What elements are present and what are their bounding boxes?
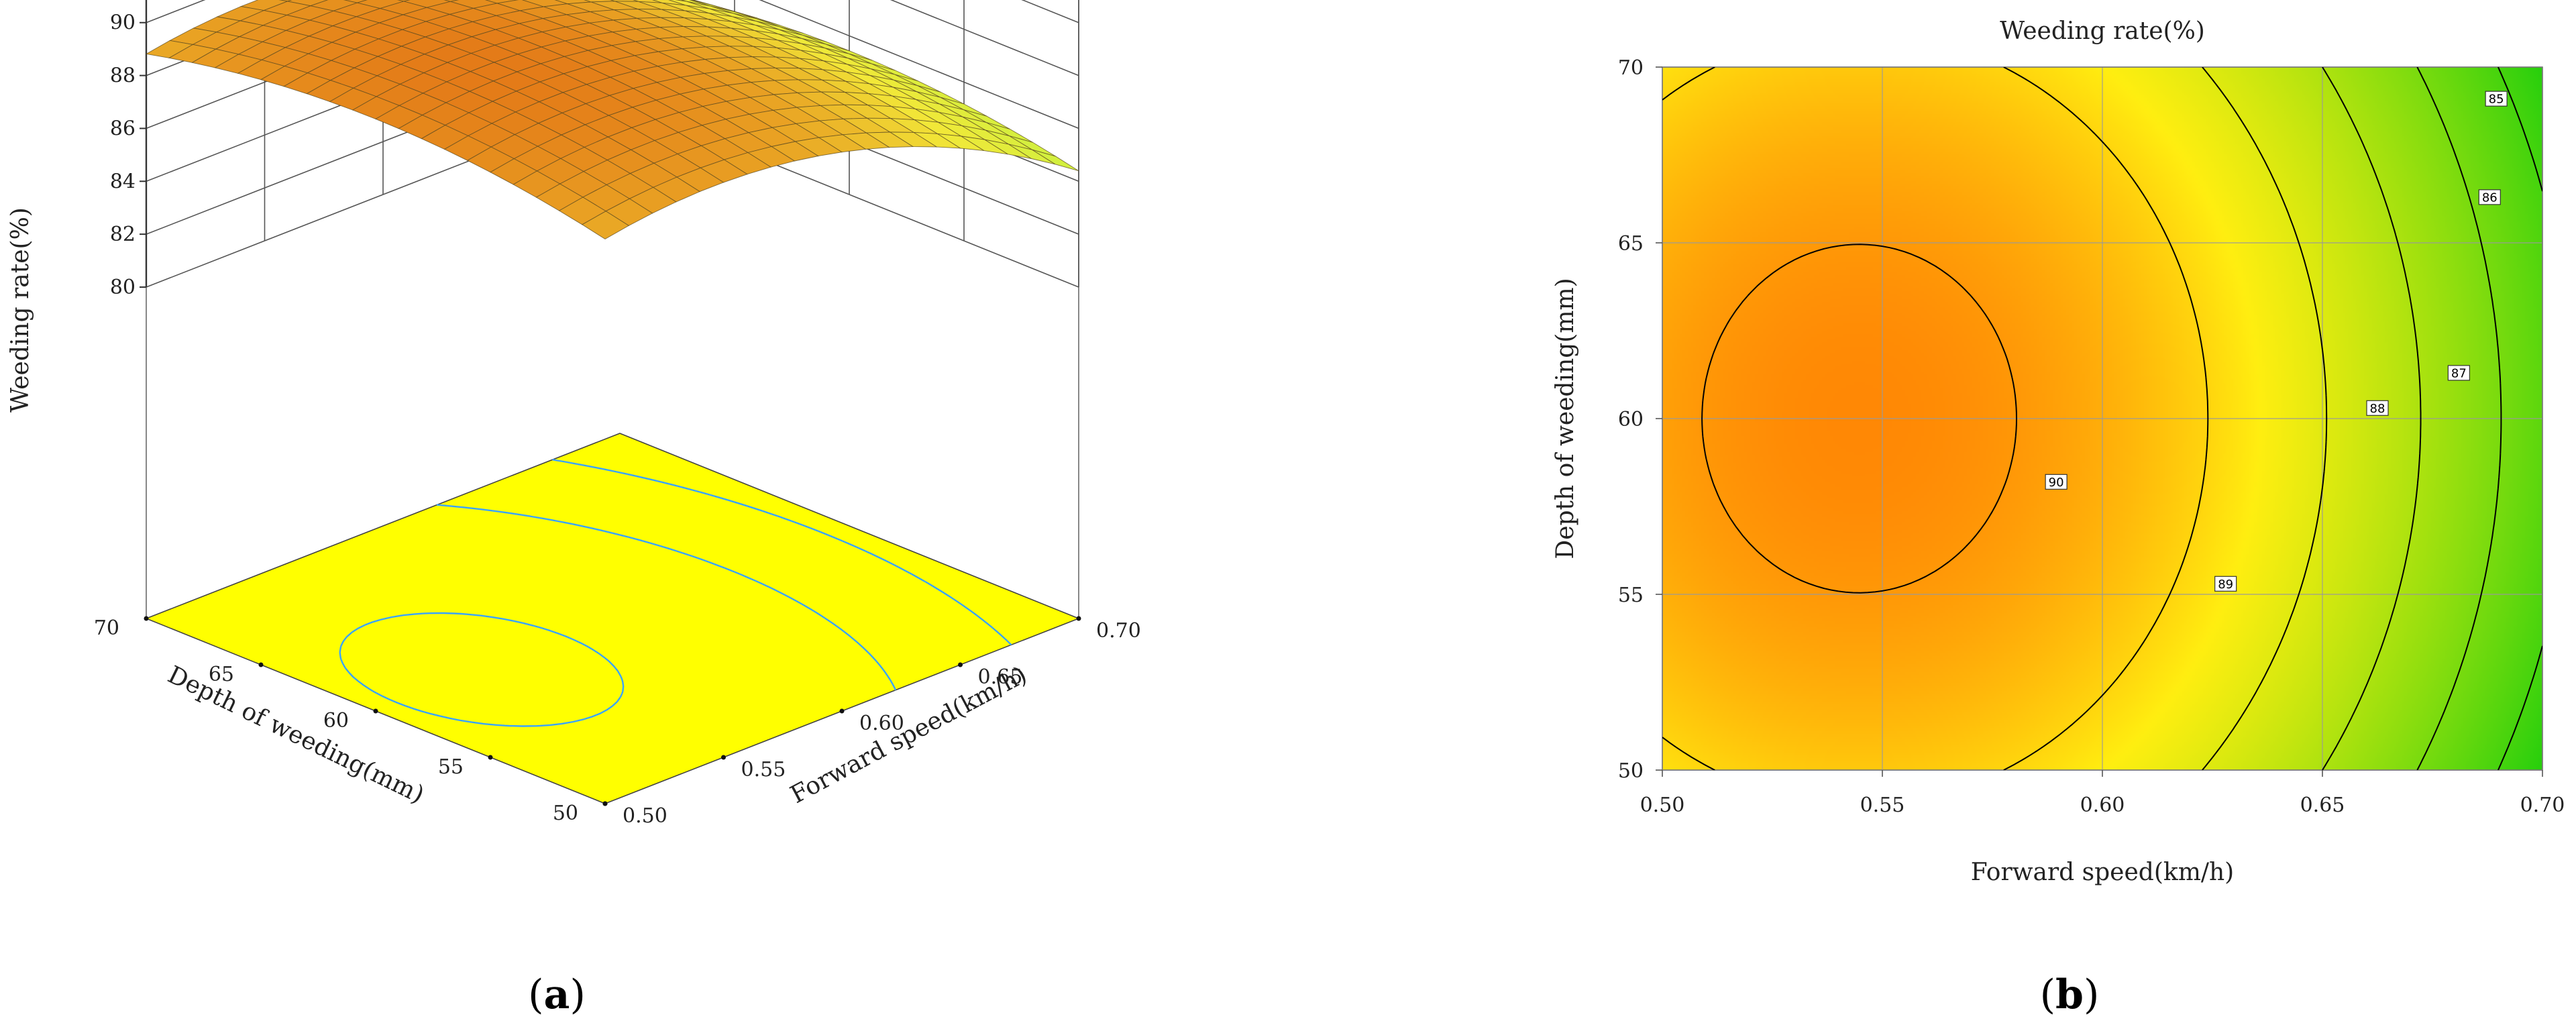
- contour-ticks: 0.50 0.55 0.60 0.65 0.70 50 55 60 65 70: [1618, 56, 2565, 817]
- y-tick-mark: [258, 662, 264, 667]
- y-tick-label: 60: [323, 709, 349, 733]
- surface-plot-panel: 808284868890929450556065700.500.550.600.…: [7, 0, 1141, 1018]
- y-tick-label: 55: [1618, 584, 1644, 607]
- x-tick-label: 0.60: [2080, 794, 2125, 817]
- contour-label-86: 86: [2478, 189, 2501, 205]
- z-tick-label: 90: [110, 11, 136, 35]
- panel-label-b: (b): [2040, 971, 2100, 1018]
- z-tick-label: 88: [110, 64, 136, 88]
- x-tick-label: 0.65: [978, 665, 1023, 689]
- x-tick-mark: [602, 801, 608, 806]
- surface-cell: [581, 211, 630, 239]
- floor-contour-90: [339, 612, 625, 727]
- z-tick-label: 84: [110, 170, 136, 193]
- contour-label-box: [2478, 189, 2501, 205]
- x-tick-mark: [839, 708, 845, 714]
- contour-lines: [1662, 67, 2542, 770]
- contour-x-axis-title: Forward speed(km/h): [1971, 859, 2234, 886]
- contour-label-87: 87: [2447, 365, 2470, 381]
- x-tick-label: 0.70: [2520, 794, 2565, 817]
- y-tick-mark: [144, 616, 149, 621]
- x-tick-mark: [958, 662, 963, 667]
- x-tick-label: 0.55: [741, 758, 786, 781]
- contour-label-box: [2045, 474, 2068, 490]
- contour-label-text: 90: [2049, 476, 2064, 490]
- contour-label-text: 86: [2482, 191, 2498, 205]
- x-tick-mark: [1076, 616, 1081, 621]
- y-tick-label: 50: [553, 802, 578, 825]
- contour-label-box: [2366, 400, 2389, 416]
- x-tick-label: 0.70: [1096, 619, 1141, 643]
- contour-labels: 85 86 87 88 89 90: [2045, 91, 2508, 592]
- contour-label-85: 85: [2485, 91, 2508, 107]
- surface-floor: [144, 433, 1081, 804]
- contour-label-box: [2447, 365, 2470, 381]
- contour-y-axis-title: Depth of weeding(mm): [1552, 278, 1579, 559]
- contour-line-88: [2202, 67, 2328, 770]
- contour-line-87: [2322, 67, 2422, 770]
- surface-plot-floor: [144, 433, 1081, 804]
- panel-label-a: (a): [528, 971, 586, 1018]
- y-tick-label: 60: [1618, 408, 1644, 431]
- contour-line-86: [2416, 67, 2502, 770]
- contour-label-88: 88: [2366, 400, 2389, 416]
- contour-title: Weeding rate(%): [2000, 17, 2205, 45]
- z-tick-label: 80: [110, 276, 136, 299]
- y-tick-label: 55: [438, 755, 464, 779]
- contour-line-89: [1662, 67, 2209, 770]
- y-tick-label: 65: [1618, 232, 1644, 256]
- contour-label-box: [2485, 91, 2508, 107]
- contour-line-85: [2498, 67, 2542, 770]
- x-tick-label: 0.60: [859, 712, 904, 735]
- z-axis-title: Weeding rate(%): [7, 207, 34, 413]
- x-tick-label: 0.50: [1640, 794, 1685, 817]
- contour-label-text: 85: [2489, 93, 2504, 107]
- contour-label-text: 88: [2370, 402, 2385, 416]
- contour-label-text: 89: [2218, 578, 2233, 592]
- contour-label-text: 87: [2451, 366, 2467, 380]
- x-tick-label: 0.50: [623, 804, 667, 828]
- y-tick-label: 65: [209, 663, 234, 686]
- floor-contour-86: [552, 459, 1012, 646]
- z-tick-label: 86: [110, 117, 136, 140]
- x-tick-label: 0.65: [2300, 794, 2345, 817]
- response-surface: [145, 0, 1079, 239]
- surface-plot-ticks: 808284868890929450556065700.500.550.600.…: [94, 11, 1141, 828]
- y-tick-mark: [373, 708, 378, 714]
- contour-label-box: [2214, 576, 2237, 592]
- surface-cell: [396, 0, 411, 2]
- y-tick-label: 70: [1618, 56, 1644, 80]
- z-tick-label: 82: [110, 223, 136, 246]
- floor-contour-88: [437, 504, 897, 691]
- contour-label-89: 89: [2214, 576, 2237, 592]
- contour-plot-panel: 85 86 87 88 89 90 0.50 0.55 0.60 0.65 0.70 50 55 60 6…: [1552, 17, 2565, 1018]
- x-tick-label: 0.55: [1860, 794, 1905, 817]
- contour-label-90: 90: [2045, 474, 2068, 490]
- y-tick-label: 50: [1618, 759, 1644, 783]
- y-tick-label: 70: [94, 616, 119, 640]
- contour-line-90: [1701, 244, 2017, 594]
- x-tick-mark: [721, 755, 726, 760]
- y-tick-mark: [488, 755, 493, 760]
- surface-cell: [343, 0, 368, 3]
